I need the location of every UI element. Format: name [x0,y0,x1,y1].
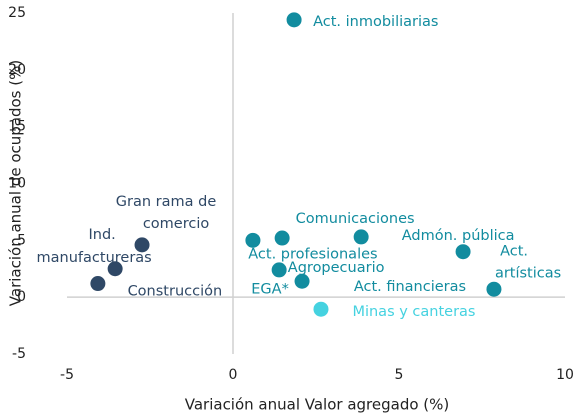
y-tick-label: 15 [8,119,26,135]
y-tick-label: 25 [8,5,26,21]
x-axis-title: Variación anual Valor agregado (%) [185,396,450,414]
y-axis-title: Variación anual de ocupados (%) [7,60,25,306]
point [313,301,329,317]
y-tick-label: 5 [17,232,26,248]
point [271,262,287,278]
point-label: Agropecuario [288,260,385,276]
point [90,276,106,292]
point [486,281,502,297]
y-tick-label: 0 [17,289,26,305]
point [134,237,150,253]
point-label: Act. financieras [354,279,466,295]
point-label: Gran rama de [116,194,217,210]
point-label: Comunicaciones [296,211,415,227]
point-label: EGA* [251,281,289,297]
point [245,232,261,248]
point-label: Construcción [128,284,223,300]
point [455,244,471,260]
x-tick-label: 0 [229,367,238,383]
y-tick-label: -5 [12,346,26,362]
point-label: Act. profesionales [248,246,377,262]
x-tick-label: 5 [395,367,404,383]
x-tick-label: 10 [556,367,574,383]
point [353,229,369,245]
point [274,230,290,246]
x-tick-label: -5 [60,367,74,383]
point-label: Ind. [88,227,115,243]
point-label: Act. [500,244,528,260]
point [107,261,123,277]
point-label: comercio [143,216,210,232]
point-label: Act. inmobiliarias [313,14,438,30]
point-label: manufactureras [37,250,152,266]
point-label: artísticas [495,266,561,282]
point [294,273,310,289]
point-label: Minas y canteras [352,304,475,320]
y-tick-label: 20 [8,62,26,78]
point-label: Admón. pública [402,228,515,244]
point [286,12,302,28]
y-tick-label: 10 [8,176,26,192]
